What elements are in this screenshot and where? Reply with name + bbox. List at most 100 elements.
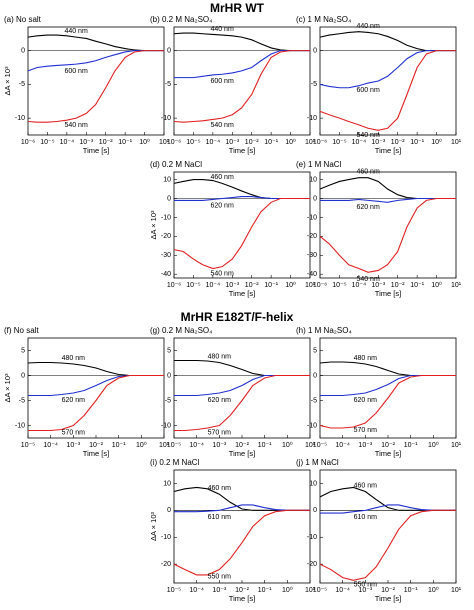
- series-line: [174, 374, 310, 432]
- x-axis-label: Time [s]: [375, 594, 401, 603]
- x-tick-label: 10¹: [451, 139, 462, 146]
- series-line: [319, 197, 456, 273]
- x-tick-label: 10⁻⁵: [167, 442, 181, 449]
- series-label: 620 nm: [354, 397, 378, 404]
- y-tick-label: -5: [165, 81, 171, 88]
- plot-frame: [319, 171, 457, 279]
- series-label: 610 nm: [354, 514, 378, 521]
- y-tick-label: 0: [21, 372, 25, 379]
- series-label: 440 nm: [64, 28, 88, 35]
- series-line: [174, 374, 310, 397]
- x-tick-label: 10⁻⁴: [206, 282, 221, 289]
- x-tick-label: 10⁻³: [225, 282, 239, 289]
- x-tick-label: 10⁻²: [381, 442, 395, 449]
- x-tick-label: 10⁻⁴: [189, 442, 204, 449]
- x-tick-label: 10⁻⁵: [332, 139, 346, 146]
- series-label: 440 nm: [210, 26, 234, 33]
- series-line: [320, 197, 456, 203]
- plot-frame: [319, 337, 457, 439]
- y-tick-label: -5: [165, 397, 171, 404]
- y-tick-label: 0: [313, 372, 317, 379]
- y-tick-label: -20: [307, 233, 317, 240]
- y-tick-label: -20: [161, 233, 171, 240]
- panel-label: (d) 0.2 M NaCl: [150, 160, 202, 169]
- series-line: [319, 486, 456, 511]
- x-tick-label: 10¹: [159, 139, 170, 146]
- x-tick-label: 10⁻⁶: [313, 282, 327, 289]
- series-line: [27, 50, 164, 72]
- y-tick-label: -5: [311, 81, 317, 88]
- x-tick-label: 10¹: [451, 587, 462, 594]
- y-tick-label: 5: [167, 347, 171, 354]
- series-label: 540 nm: [356, 132, 380, 139]
- x-tick-label: 10¹: [305, 587, 316, 594]
- x-tick-label: 10⁻³: [225, 139, 239, 146]
- series-line: [174, 50, 310, 79]
- y-tick-label: 10: [163, 176, 171, 183]
- x-tick-label: 10⁻⁵: [186, 282, 200, 289]
- x-tick-label: 10⁻²: [391, 139, 405, 146]
- panel-label: (b) 0.2 M Na₂SO₄: [150, 15, 212, 24]
- x-axis-label: Time [s]: [229, 289, 255, 298]
- x-axis-label: Time [s]: [229, 146, 255, 155]
- x-tick-label: 10¹: [159, 442, 170, 449]
- y-tick-label: -10: [161, 214, 171, 221]
- series-label: 460 nm: [210, 174, 234, 181]
- y-tick-label: 0: [167, 47, 171, 54]
- series-line: [319, 361, 456, 377]
- x-tick-label: 10⁻³: [371, 139, 385, 146]
- panel-label: (a) No salt: [4, 15, 42, 24]
- panel-label: (c) 1 M Na₂SO₄: [296, 15, 351, 24]
- series-line: [319, 31, 456, 52]
- y-tick-label: -10: [307, 214, 317, 221]
- x-tick-label: 10⁰: [285, 281, 296, 289]
- series-label: 620 nm: [62, 397, 86, 404]
- y-tick-label: -40: [307, 271, 317, 278]
- y-tick-label: -10: [15, 422, 25, 429]
- series-label: 600 nm: [356, 87, 380, 94]
- y-tick-label: 0: [313, 195, 317, 202]
- x-tick-label: 10⁻³: [79, 139, 93, 146]
- plot-frame: [173, 469, 311, 584]
- plot-frame: [173, 337, 311, 439]
- series-line: [173, 50, 310, 123]
- y-tick-label: 0: [313, 507, 317, 514]
- y-tick-label: 5: [313, 347, 317, 354]
- x-tick-label: 10⁻⁵: [40, 139, 54, 146]
- series-label: 570 nm: [62, 429, 86, 436]
- x-axis-label: Time [s]: [375, 289, 401, 298]
- x-tick-label: 10⁻³: [358, 587, 372, 594]
- x-tick-label: 10⁻²: [235, 587, 249, 594]
- y-tick-label: -5: [19, 397, 25, 404]
- y-tick-label: -10: [307, 115, 317, 122]
- section-title: MrHR WT: [210, 1, 265, 15]
- series-label: 460 nm: [208, 485, 232, 492]
- series-label: 480 nm: [354, 355, 378, 362]
- x-tick-label: 10⁻²: [391, 282, 405, 289]
- x-tick-label: 10⁻⁶: [167, 282, 181, 289]
- y-tick-label: -20: [161, 561, 171, 568]
- x-tick-label: 10¹: [305, 442, 316, 449]
- x-tick-label: 10⁻³: [212, 587, 226, 594]
- x-tick-label: 10⁻³: [66, 442, 80, 449]
- x-tick-label: 10⁰: [282, 441, 293, 449]
- y-axis-label: ΔA × 10³: [3, 373, 12, 402]
- panel-label: (h) 1 M Na₂SO₄: [296, 326, 352, 335]
- x-tick-label: 10⁻⁶: [313, 139, 327, 146]
- y-tick-label: -30: [307, 252, 317, 259]
- x-tick-label: 10⁻⁶: [21, 139, 35, 146]
- x-tick-label: 10⁰: [139, 138, 150, 146]
- x-tick-label: 10⁻⁴: [335, 587, 350, 594]
- y-axis-label: ΔA × 10³: [149, 512, 158, 541]
- x-axis-label: Time [s]: [229, 594, 255, 603]
- y-tick-label: 0: [167, 372, 171, 379]
- series-line: [319, 50, 456, 131]
- plot-frame: [319, 469, 457, 584]
- y-tick-label: -10: [161, 534, 171, 541]
- y-tick-label: -10: [161, 422, 171, 429]
- x-axis-label: Time [s]: [83, 449, 109, 458]
- x-tick-label: 10⁻⁴: [43, 442, 58, 449]
- x-tick-label: 10⁻⁵: [167, 587, 181, 594]
- x-tick-label: 10⁻³: [358, 442, 372, 449]
- series-line: [173, 509, 310, 576]
